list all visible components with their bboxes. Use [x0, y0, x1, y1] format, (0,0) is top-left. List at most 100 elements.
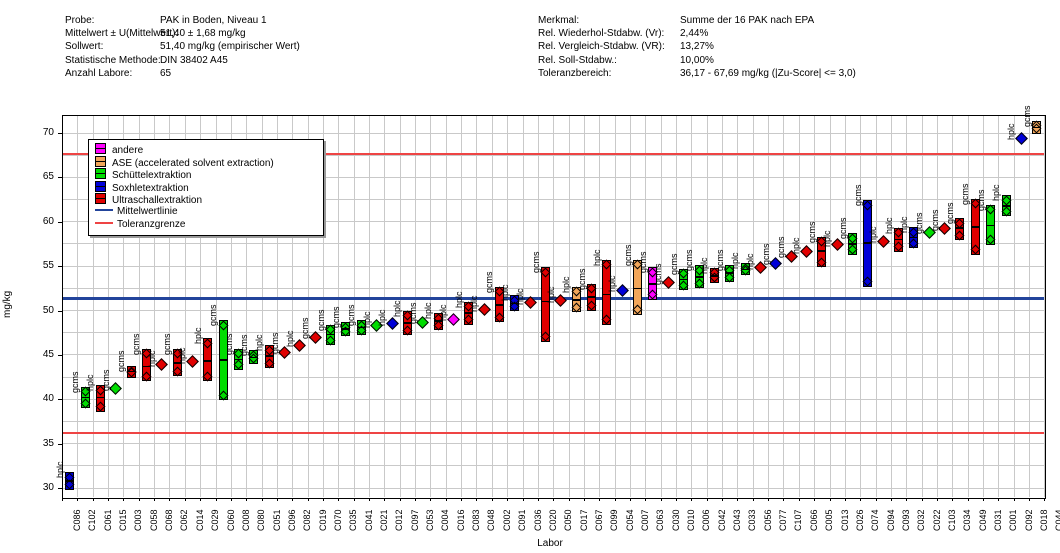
- x-tick-label-C017: C017: [578, 509, 589, 531]
- x-tick-mark: [614, 498, 616, 501]
- stat-info-label: Rel. Wiederhol-Stdabw. (Vr):: [538, 28, 665, 40]
- v-gridline: [691, 115, 693, 497]
- x-tick-label-C010: C010: [686, 509, 696, 531]
- v-gridline: [936, 115, 938, 497]
- x-tick-mark: [430, 498, 432, 501]
- v-gridline: [507, 115, 509, 497]
- header-statistics-info: Merkmal: Summe der 16 PAK nach EPA Rel. Wi…: [538, 14, 856, 80]
- lab-mean-line-C031: [986, 224, 996, 227]
- v-gridline: [246, 115, 248, 497]
- x-tick-label-C091: C091: [517, 509, 528, 531]
- lab-mean-line-C049: [970, 226, 980, 228]
- sample-info-row: Statistische Methode:DIN 38402 A45: [65, 54, 300, 67]
- x-tick-label-C007: C007: [639, 509, 650, 531]
- v-gridline: [399, 115, 401, 497]
- x-tick-mark: [200, 498, 202, 501]
- v-gridline: [415, 115, 417, 497]
- x-tick-mark: [138, 498, 140, 501]
- x-tick-mark: [307, 498, 309, 501]
- stat-info-label: Toleranzbereich:: [538, 67, 612, 79]
- x-tick-mark: [292, 498, 294, 501]
- v-gridline: [583, 115, 585, 497]
- y-tick-mark: [58, 399, 62, 401]
- x-tick-mark: [1013, 498, 1015, 501]
- y-tick-label: 45: [42, 348, 54, 360]
- x-tick-mark: [660, 498, 662, 501]
- x-tick-mark: [461, 498, 463, 501]
- v-gridline: [921, 115, 923, 497]
- x-tick-label-C005: C005: [824, 509, 835, 531]
- x-tick-label-C070: C070: [332, 509, 343, 531]
- legend-swatch-andere: [95, 143, 106, 154]
- y-tick-mark: [58, 443, 62, 445]
- sample-info-value: DIN 38402 A45: [160, 54, 228, 66]
- y-tick-mark: [58, 221, 62, 223]
- x-tick-mark: [246, 498, 248, 501]
- legend-line-toleranz: [95, 221, 113, 224]
- x-tick-mark: [890, 498, 892, 501]
- y-tick-label: 40: [42, 393, 54, 405]
- legend-line-mittelwert: [95, 208, 113, 211]
- v-gridline: [645, 115, 647, 497]
- x-tick-mark: [921, 498, 923, 501]
- v-gridline: [338, 115, 340, 497]
- v-gridline: [537, 115, 539, 497]
- v-gridline: [814, 115, 816, 497]
- legend-swatch-ase: [95, 155, 106, 167]
- x-tick-mark: [568, 498, 570, 501]
- v-gridline: [722, 115, 724, 497]
- x-tick-label-C054: C054: [624, 509, 635, 531]
- lab-mean-line-C003: [126, 370, 136, 373]
- v-gridline: [384, 115, 386, 497]
- x-tick-mark: [62, 498, 63, 501]
- x-tick-label-C043: C043: [732, 509, 743, 531]
- lab-mean-line-C008: [234, 358, 244, 361]
- x-tick-mark: [338, 498, 340, 501]
- stat-info-row: Rel. Wiederhol-Stdabw. (Vr): 2,44%: [538, 27, 856, 40]
- v-gridline: [215, 115, 217, 497]
- x-tick-mark: [952, 498, 954, 501]
- y-tick-label: 30: [42, 482, 54, 493]
- x-tick-mark: [983, 498, 984, 501]
- stat-info-value: 2,44%: [680, 28, 709, 40]
- x-tick-mark: [215, 498, 217, 501]
- x-tick-mark: [737, 498, 739, 501]
- x-tick-mark: [261, 498, 263, 501]
- legend-label-ase: ASE (accelerated solvent extraction): [112, 157, 274, 169]
- plot-frame: [62, 115, 1047, 499]
- mean-line: [62, 296, 1045, 300]
- x-tick-label-C012: C012: [394, 509, 405, 531]
- x-tick-label-C096: C096: [286, 509, 297, 531]
- sample-info-row: Mittelwert ± U(Mittelwert):51,40 ± 1,68 …: [65, 27, 300, 40]
- x-tick-label-C035: C035: [348, 509, 359, 531]
- v-gridline: [844, 115, 846, 497]
- x-tick-label-C067: C067: [593, 509, 604, 531]
- lab-mean-line-C010: [679, 278, 689, 281]
- x-tick-label-C053: C053: [425, 509, 436, 531]
- tolerance-line-upper: [62, 152, 1045, 155]
- lab-mean-line-C083: [464, 312, 474, 314]
- x-tick-label-C022: C022: [931, 509, 942, 531]
- x-tick-label-C016: C016: [455, 509, 466, 531]
- stat-info-row: Rel. Vergleich-Stdabw. (VR): 13,27%: [538, 40, 856, 53]
- lab-mean-line-C086: [65, 480, 75, 482]
- stat-info-label: Merkmal:: [538, 15, 580, 26]
- x-tick-mark: [722, 498, 724, 501]
- x-tick-mark: [906, 498, 908, 501]
- v-gridline: [614, 115, 616, 497]
- lab-mean-line-C018: [1032, 126, 1042, 129]
- legend-label-mittelwert: Mittelwertlinie: [117, 205, 178, 217]
- v-gridline: [599, 115, 601, 497]
- v-gridline: [983, 115, 984, 497]
- lab-mean-line-C007: [633, 287, 643, 290]
- x-tick-label-C062: C062: [179, 509, 190, 531]
- x-tick-mark: [752, 498, 754, 501]
- lab-mean-line-C097: [402, 322, 412, 324]
- x-tick-label-C092: C092: [1023, 509, 1034, 531]
- x-tick-mark: [415, 498, 417, 501]
- x-tick-label-C008: C008: [240, 509, 251, 531]
- lab-mean-line-C032: [909, 236, 919, 239]
- x-tick-label-C066: C066: [808, 509, 819, 531]
- y-tick-label: 70: [42, 127, 54, 138]
- v-gridline: [1044, 115, 1046, 497]
